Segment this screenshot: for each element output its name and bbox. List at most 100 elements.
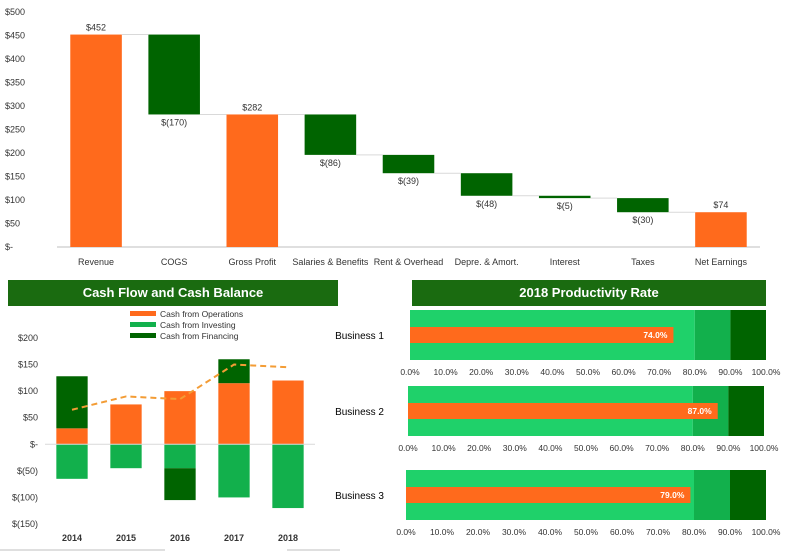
waterfall-bar — [304, 114, 357, 155]
x-tick-label: Rent & Overhead — [374, 257, 444, 267]
waterfall-bar — [148, 34, 200, 115]
x-tick-label: Taxes — [631, 257, 655, 267]
value-bar — [406, 487, 691, 503]
y-tick-label: $100 — [18, 386, 38, 396]
stacked-bar-segment — [218, 383, 250, 445]
x-tick-label: Net Earnings — [695, 257, 748, 267]
target-band — [730, 470, 766, 520]
stacked-bar-segment — [56, 444, 88, 479]
cash-balance-line — [71, 363, 289, 411]
y-tick-label: $500 — [5, 7, 25, 17]
x-tick-label: 2016 — [170, 533, 190, 543]
value-label: 79.0% — [660, 490, 685, 500]
data-label: $(5) — [557, 201, 573, 211]
x-tick-label: 70.0% — [645, 443, 670, 453]
x-tick-label: 40.0% — [538, 527, 563, 537]
y-tick-label: $450 — [5, 31, 25, 41]
x-tick-label: 2018 — [278, 533, 298, 543]
x-tick-label: 30.0% — [502, 527, 527, 537]
x-tick-label: 60.0% — [610, 527, 635, 537]
y-tick-label: $- — [30, 439, 38, 449]
stacked-bar-segment — [272, 380, 304, 445]
y-tick-label: $- — [5, 242, 13, 252]
data-label: $(39) — [398, 176, 419, 186]
waterfall-chart: $- $50 $100 $150 $200 $250 $300 $350 $400 $450 $50… — [5, 7, 760, 267]
target-band — [694, 310, 731, 360]
data-label: $(30) — [632, 215, 653, 225]
target-band — [728, 386, 764, 436]
y-tick-label: $150 — [5, 172, 25, 182]
value-bar — [408, 403, 718, 419]
x-tick-label: 50.0% — [574, 443, 599, 453]
y-tick-label: $100 — [5, 195, 25, 205]
x-tick-label: 60.0% — [610, 443, 635, 453]
x-tick-label: 0.0% — [396, 527, 416, 537]
x-tick-label: 90.0% — [718, 527, 743, 537]
x-tick-label: 80.0% — [683, 367, 708, 377]
x-tick-label: 50.0% — [576, 367, 601, 377]
x-tick-label: 30.0% — [505, 367, 530, 377]
x-tick-label: 90.0% — [718, 367, 743, 377]
target-band — [694, 470, 730, 520]
legend-label: Cash from Operations — [160, 309, 243, 319]
y-tick-label: $250 — [5, 125, 25, 135]
x-tick-label: 10.0% — [434, 367, 459, 377]
x-tick-label: 2015 — [116, 533, 136, 543]
stacked-bar-segment — [56, 376, 88, 429]
legend-swatch — [130, 333, 156, 338]
waterfall-bar — [226, 114, 279, 248]
x-tick-label: 0.0% — [400, 367, 420, 377]
x-tick-label: Depre. & Amort. — [455, 257, 519, 267]
target-band — [730, 310, 766, 360]
stacked-bar-segment — [218, 444, 250, 498]
productivity-header: 2018 Productivity Rate — [412, 280, 766, 306]
x-tick-label: 2017 — [224, 533, 244, 543]
legend-label: Cash from Investing — [160, 320, 236, 330]
legend-swatch — [130, 311, 156, 316]
x-tick-label: Salaries & Benefits — [292, 257, 369, 267]
x-tick-label: 50.0% — [574, 527, 599, 537]
waterfall-bar — [695, 212, 747, 247]
y-tick-label: $200 — [18, 333, 38, 343]
x-tick-label: 100.0% — [752, 367, 781, 377]
stacked-bar-segment — [56, 428, 88, 445]
cashflow-chart: $(150) $(100) $(50) $- $50 $100 $150 $200 Cash f… — [0, 309, 340, 551]
x-tick-label: COGS — [161, 257, 188, 267]
business-label: Business 1 — [335, 331, 384, 342]
waterfall-bar — [538, 195, 591, 199]
x-tick-label: 0.0% — [398, 443, 418, 453]
waterfall-bar — [70, 34, 122, 248]
x-tick-label: 80.0% — [681, 443, 706, 453]
x-tick-label: 70.0% — [647, 367, 672, 377]
data-label: $(170) — [161, 117, 187, 127]
stacked-bar-segment — [164, 468, 196, 501]
x-tick-label: 40.0% — [540, 367, 565, 377]
x-tick-label: 90.0% — [716, 443, 741, 453]
x-tick-label: Gross Profit — [229, 257, 277, 267]
y-tick-label: $(50) — [17, 466, 38, 476]
x-tick-label: Revenue — [78, 257, 114, 267]
x-tick-label: 30.0% — [503, 443, 528, 453]
y-tick-label: $350 — [5, 78, 25, 88]
stacked-bar-segment — [110, 404, 142, 445]
waterfall-bar — [382, 154, 435, 174]
productivity-chart: 74.0% Business 1 0.0% 10.0% 20.0% 30.0% 40.0% 5… — [335, 310, 781, 537]
x-tick-label: 70.0% — [646, 527, 671, 537]
x-tick-label: 100.0% — [750, 443, 779, 453]
waterfall-bar — [460, 173, 513, 196]
stacked-bar-segment — [164, 444, 196, 469]
y-tick-label: $(150) — [12, 519, 38, 529]
x-tick-label: 60.0% — [612, 367, 637, 377]
x-tick-label: 20.0% — [469, 367, 494, 377]
x-tick-label: 100.0% — [752, 527, 781, 537]
business-label: Business 3 — [335, 491, 384, 502]
stacked-bar-segment — [164, 391, 196, 445]
x-tick-label: 40.0% — [538, 443, 563, 453]
x-tick-label: 2014 — [62, 533, 82, 543]
x-tick-label: 20.0% — [467, 443, 492, 453]
x-tick-label: 10.0% — [432, 443, 457, 453]
y-tick-label: $50 — [5, 219, 20, 229]
value-label: 74.0% — [643, 330, 668, 340]
y-tick-label: $150 — [18, 360, 38, 370]
x-tick-label: 20.0% — [466, 527, 491, 537]
